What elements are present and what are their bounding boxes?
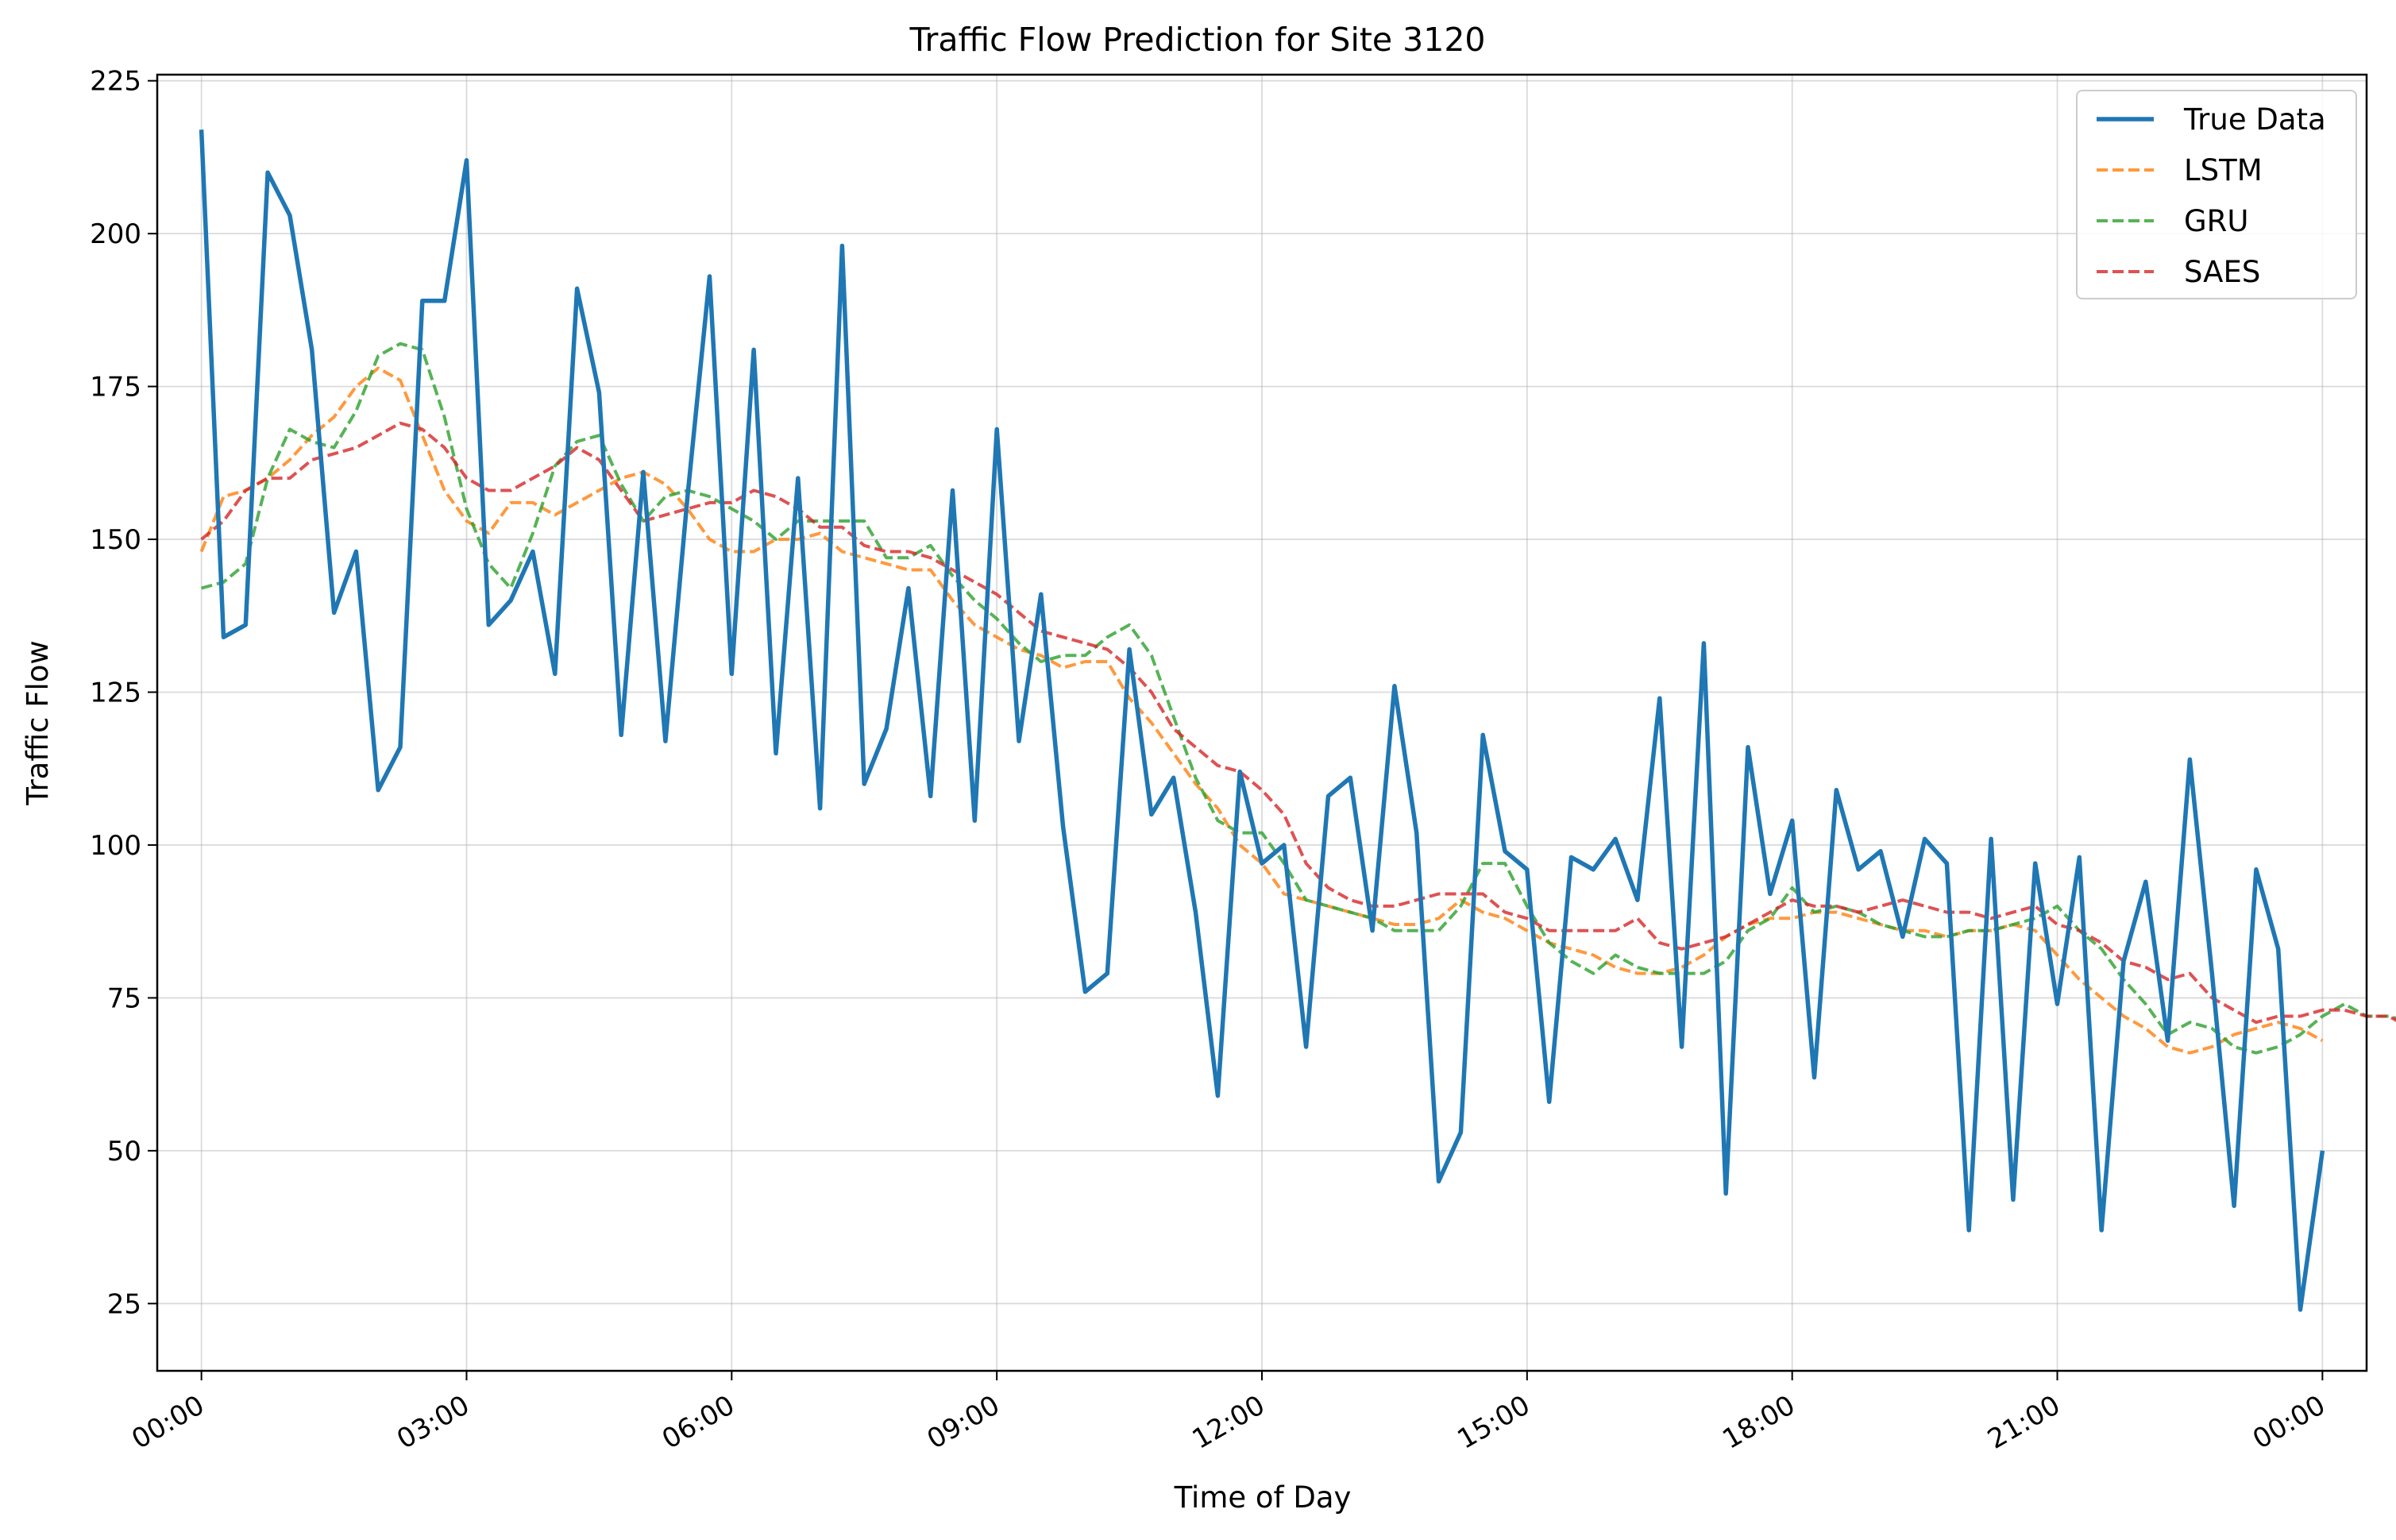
legend-box: [2076, 90, 2357, 299]
x-axis-label: Time of Day: [1174, 1480, 1352, 1515]
y-tick-label: 125: [90, 677, 141, 709]
y-tick-label: 200: [90, 218, 141, 250]
y-tick-label: 75: [107, 982, 141, 1014]
y-tick-label: 150: [90, 524, 141, 556]
grid-lines: [157, 75, 2367, 1371]
legend-label: True Data: [2183, 102, 2326, 137]
y-tick-label: 25: [107, 1288, 141, 1320]
series-lines: [199, 129, 2396, 1312]
legend-label: SAES: [2184, 255, 2260, 289]
y-tick-label: 175: [90, 372, 141, 403]
series-line-true-data: [199, 129, 2325, 1312]
chart-title: Traffic Flow Prediction for Site 3120: [909, 21, 1485, 59]
y-axis-label: Traffic Flow: [21, 640, 55, 805]
legend-entries: True Data LSTM GRU SAES: [2097, 102, 2326, 289]
y-tick-label: 225: [90, 66, 141, 98]
legend-label: LSTM: [2184, 153, 2263, 187]
legend-label: GRU: [2184, 204, 2248, 238]
y-tick-label: 100: [90, 830, 141, 862]
legend: True Data LSTM GRU SAES: [2076, 90, 2357, 299]
y-tick-label: 50: [107, 1136, 141, 1168]
